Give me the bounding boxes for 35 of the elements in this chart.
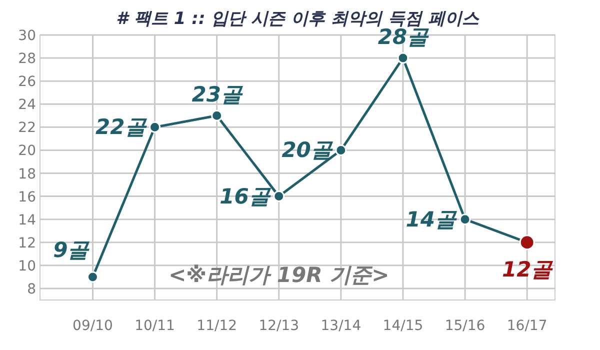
point (459, 214, 471, 226)
data-label: 9골 (53, 238, 91, 262)
data-label: 16골 (220, 184, 272, 208)
y-tick-label: 30 (18, 28, 36, 44)
data-label: 14골 (406, 207, 458, 232)
y-tick-label: 26 (18, 74, 36, 90)
y-tick-label: 22 (18, 120, 36, 136)
x-tick-label: 13/14 (320, 318, 362, 334)
point (273, 190, 285, 202)
x-tick-label: 10/11 (134, 318, 175, 334)
y-tick-label: 28 (18, 51, 36, 68)
data-label: 20골 (282, 138, 334, 162)
y-tick-label: 12 (18, 235, 36, 252)
y-tick-label: 14 (18, 212, 36, 228)
y-tick-label: 24 (18, 97, 36, 114)
point (211, 110, 223, 122)
chart-title: # 팩트 1 :: 입단 시즌 이후 최악의 득점 페이스 (116, 9, 480, 29)
point (335, 144, 347, 156)
point (149, 121, 161, 133)
y-tick-label: 20 (18, 143, 36, 160)
x-tick-label: 12/13 (258, 318, 300, 334)
y-tick-label: 16 (18, 189, 36, 206)
y-tick-label: 10 (18, 258, 36, 274)
x-tick-label: 11/12 (196, 318, 238, 334)
y-tick-label: 8 (27, 281, 36, 298)
x-tick-label: 14/15 (382, 318, 424, 334)
y-tick-label: 18 (18, 166, 36, 182)
data-label: 12골 (502, 257, 554, 282)
x-tick-label: 09/10 (72, 318, 113, 334)
annotation: <※라리가 19R 기준> (168, 263, 390, 287)
data-label: 22골 (96, 115, 148, 140)
data-label: 23골 (192, 82, 244, 107)
x-tick-label: 16/17 (506, 318, 548, 334)
x-tick-label: 15/16 (444, 318, 486, 334)
point (397, 52, 409, 64)
